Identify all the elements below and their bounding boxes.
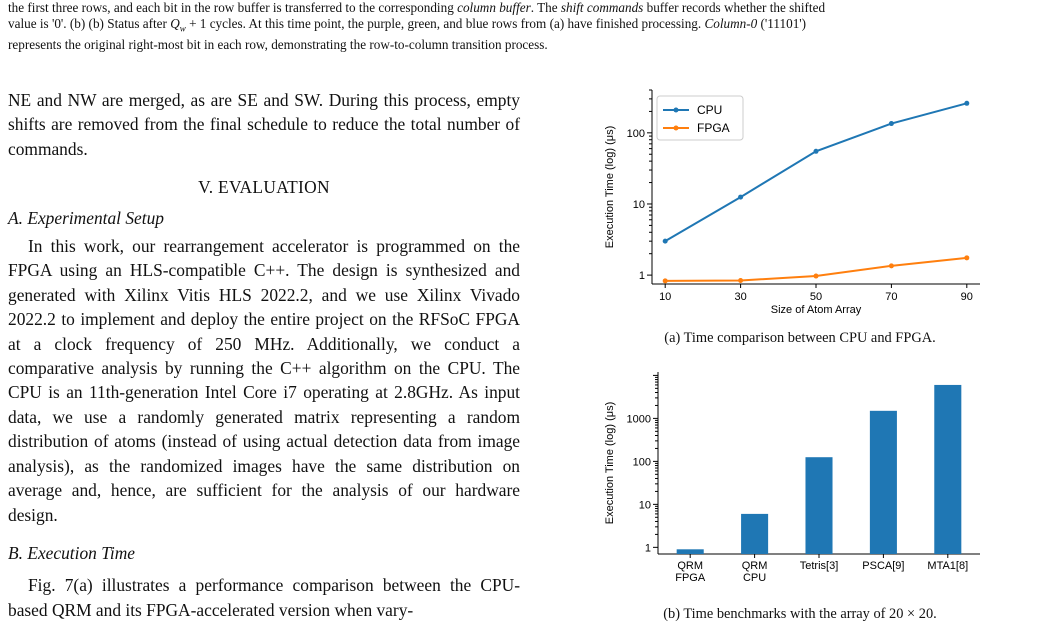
- line-chart: 1 10 100 10 30 50 70 90 Size of Atom Array Execut…: [604, 89, 980, 316]
- x-tick-label: QRM: [677, 560, 703, 572]
- x-tick-label: PSCA[9]: [862, 560, 904, 572]
- x-tick-label: FPGA: [675, 572, 706, 584]
- x-tick-label: 70: [885, 291, 897, 303]
- data-point-fpga: [888, 263, 894, 269]
- execution-paragraph: Fig. 7(a) illustrates a performance comp…: [8, 575, 520, 620]
- bar: [741, 513, 769, 554]
- x-axis-label: Size of Atom Array: [771, 304, 862, 316]
- bar: [805, 457, 833, 554]
- y-tick-label: 1: [639, 270, 645, 282]
- legend-marker: [673, 125, 679, 131]
- figure-b-caption: (b) Time benchmarks with the array of 20…: [663, 606, 937, 622]
- legend-label: CPU: [697, 103, 722, 117]
- section-title: V. EVALUATION: [198, 177, 330, 198]
- y-tick-label: 1000: [627, 413, 651, 425]
- data-point-cpu: [662, 238, 668, 244]
- figure-a-caption: (a) Time comparison between CPU and FPGA…: [664, 330, 936, 346]
- y-tick-label: 10: [639, 499, 651, 511]
- bar: [934, 384, 962, 554]
- caption-line: value is '0'. (b) (b) Status after Qw + …: [8, 16, 807, 34]
- subsection-title: B. Execution Time: [8, 542, 136, 563]
- x-tick-label: MTA1[8]: [927, 560, 968, 572]
- bar: [676, 549, 704, 554]
- x-tick-label: 10: [659, 291, 671, 303]
- y-tick-label: 100: [633, 456, 651, 468]
- y-axis-label: Execution Time (log) (μs): [604, 126, 616, 248]
- figure-caption-top: the first three rows, and each bit in th…: [8, 0, 1050, 53]
- data-point-fpga: [738, 277, 744, 283]
- data-point-cpu: [964, 100, 970, 106]
- y-tick-label: 100: [627, 128, 645, 140]
- y-tick-label: 1: [645, 542, 651, 554]
- caption-line: the first three rows, and each bit in th…: [8, 0, 826, 15]
- x-tick-label: Tetris[3]: [800, 560, 839, 572]
- y-tick-label: 10: [633, 199, 645, 211]
- x-tick-label: CPU: [743, 572, 766, 584]
- y-axis-label: Execution Time (log) (μs): [604, 402, 616, 524]
- x-tick-label: QRM: [742, 560, 768, 572]
- x-tick-label: 90: [961, 291, 973, 303]
- setup-paragraph: In this work, our rearrangement accelera…: [8, 236, 520, 525]
- data-point-fpga: [662, 278, 668, 284]
- legend-label: FPGA: [697, 121, 730, 135]
- x-tick-label: 50: [810, 291, 822, 303]
- intro-paragraph: NE and NW are merged, as are SE and SW. …: [8, 90, 520, 159]
- legend-marker: [673, 107, 679, 113]
- bar: [869, 410, 897, 554]
- left-column: NE and NW are merged, as are SE and SW. …: [8, 88, 520, 622]
- x-tick-label: 30: [734, 291, 746, 303]
- subsection-title: A. Experimental Setup: [8, 207, 164, 228]
- caption-line: represents the original right-most bit i…: [8, 36, 548, 52]
- data-point-fpga: [964, 255, 970, 261]
- data-point-cpu: [738, 194, 744, 200]
- data-point-cpu: [813, 148, 819, 154]
- data-point-cpu: [888, 121, 894, 127]
- data-point-fpga: [813, 273, 819, 279]
